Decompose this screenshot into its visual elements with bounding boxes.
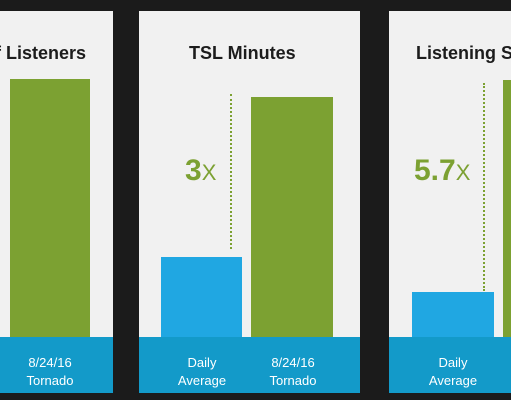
panel-title: Listening S xyxy=(416,43,511,63)
bar-tornado xyxy=(503,80,511,337)
bar-tornado xyxy=(10,79,90,337)
category-footer xyxy=(389,337,511,393)
category-label-tornado: 8/24/16 Tornado xyxy=(26,355,74,388)
multiplier-label: 3X xyxy=(185,154,217,187)
bar-daily-average xyxy=(161,257,242,337)
panel-title: of Listeners xyxy=(0,43,87,63)
panel-listening: Listening S 5.7X Daily Average xyxy=(389,11,511,393)
panel-tsl-minutes: TSL Minutes 3X Daily Average 8/24/16 Tor… xyxy=(139,11,360,393)
category-label-tornado: 8/24/16 Tornado xyxy=(269,355,317,388)
multiplier-guide-line xyxy=(230,94,232,249)
category-label-daily-average: Daily Average xyxy=(428,355,478,388)
bar-tornado xyxy=(251,97,333,337)
bar-daily-average xyxy=(412,292,494,337)
category-footer xyxy=(139,337,360,393)
panel-title: TSL Minutes xyxy=(189,43,296,63)
panel-listeners: of Listeners 8/24/16 Tornado xyxy=(0,11,113,393)
multiplier-guide-line xyxy=(483,83,485,291)
category-label-daily-average: Daily Average xyxy=(177,355,227,388)
multiplier-label: 5.7X xyxy=(414,154,471,187)
category-footer xyxy=(0,337,113,393)
